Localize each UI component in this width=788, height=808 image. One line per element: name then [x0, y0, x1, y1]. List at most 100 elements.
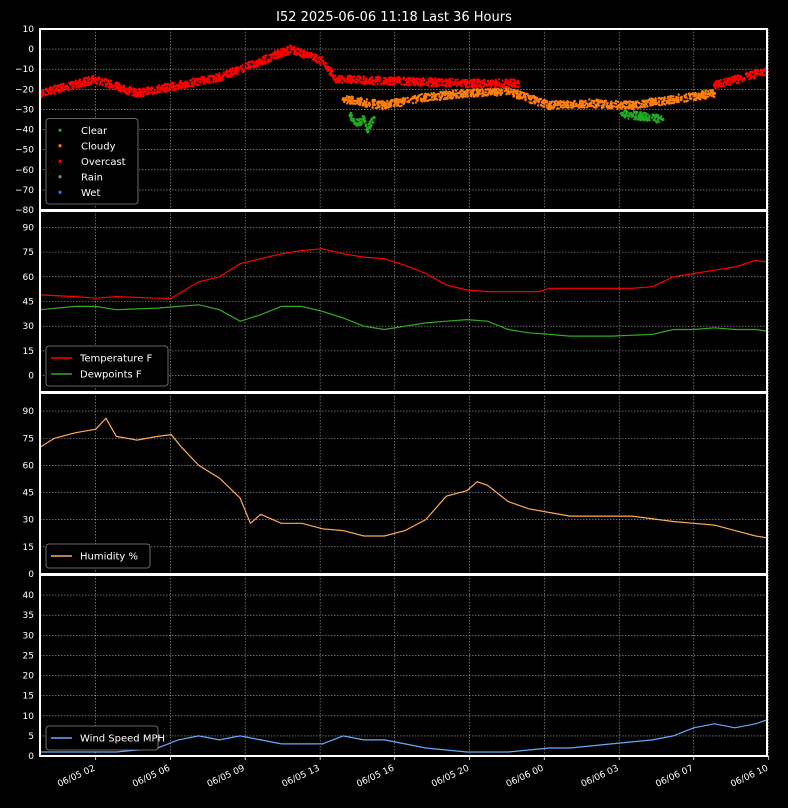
- scatter-point: [200, 76, 204, 79]
- scatter-point: [620, 107, 623, 110]
- scatter-point: [618, 105, 622, 109]
- scatter-point: [402, 83, 406, 86]
- legend-marker: [58, 190, 62, 194]
- legend: Temperature F Dewpoints F: [45, 345, 169, 387]
- x-tick-label: 06/05 20: [430, 764, 471, 790]
- scatter-point: [490, 83, 493, 87]
- scatter-point: [338, 74, 341, 78]
- x-tick-label: 06/06 07: [654, 764, 695, 790]
- scatter-point: [507, 79, 510, 82]
- scatter-point: [472, 95, 476, 99]
- scatter-point: [430, 77, 434, 80]
- scatter-point: [491, 80, 495, 84]
- scatter-point: [459, 90, 462, 93]
- scatter-point: [430, 84, 433, 88]
- scatter-point: [455, 84, 459, 87]
- scatter-point: [171, 85, 175, 88]
- scatter-point: [606, 102, 609, 105]
- scatter-point: [565, 104, 569, 108]
- scatter-point: [651, 113, 654, 116]
- scatter-point: [258, 58, 261, 61]
- scatter-point: [167, 89, 170, 92]
- scatter-point: [150, 91, 153, 94]
- scatter-point: [394, 101, 397, 104]
- scatter-point: [464, 78, 467, 82]
- scatter-point: [407, 81, 411, 85]
- scatter-point: [512, 95, 515, 98]
- scatter-point: [641, 99, 645, 103]
- scatter-point: [356, 75, 360, 78]
- scatter-point: [470, 89, 473, 92]
- scatter-point: [569, 103, 573, 107]
- legend-box: [45, 725, 159, 751]
- scatter-point: [550, 100, 554, 103]
- scatter-point: [202, 82, 206, 85]
- scatter-point: [328, 72, 331, 75]
- scatter-point: [375, 78, 378, 81]
- scatter-point: [45, 93, 48, 96]
- scatter-point: [644, 114, 647, 117]
- scatter-point: [307, 55, 310, 58]
- scatter-point: [648, 97, 652, 101]
- legend-label: Temperature F: [79, 354, 153, 365]
- scatter-point: [216, 74, 219, 77]
- scatter-point: [487, 81, 490, 84]
- scatter-point: [429, 98, 433, 101]
- scatter-point: [628, 100, 632, 103]
- panel-temps: 90 75 60 45 30 15 0 Temperature F Dewpoints F: [23, 210, 770, 393]
- scatter-point: [144, 90, 147, 93]
- scatter-point: [333, 78, 336, 82]
- scatter-point: [707, 95, 710, 98]
- scatter-point: [575, 104, 579, 108]
- scatter-point: [82, 78, 85, 81]
- scatter-point: [652, 118, 655, 122]
- scatter-point: [475, 84, 479, 88]
- scatter-point: [442, 84, 445, 87]
- scatter-point: [320, 59, 325, 63]
- scatter-point: [90, 79, 94, 82]
- scatter-point: [138, 90, 141, 93]
- scatter-point: [150, 86, 153, 89]
- scatter-point: [759, 73, 762, 77]
- scatter-point: [230, 75, 233, 78]
- scatter-point: [249, 64, 252, 68]
- scatter-point: [616, 100, 620, 104]
- scatter-point: [559, 105, 563, 109]
- scatter-point: [415, 98, 418, 101]
- scatter-point: [699, 93, 703, 96]
- scatter-point: [364, 79, 368, 82]
- scatter-point: [354, 102, 357, 106]
- scatter-point: [65, 87, 68, 91]
- scatter-point: [632, 107, 635, 111]
- y-tick-label: 15: [23, 347, 34, 357]
- scatter-point: [142, 94, 145, 97]
- scatter-point: [191, 77, 194, 80]
- scatter-point: [445, 79, 448, 83]
- scatter-point: [454, 78, 457, 82]
- scatter-point: [345, 77, 348, 81]
- scatter-point: [607, 104, 611, 108]
- scatter-point: [178, 81, 181, 84]
- scatter-point: [74, 83, 78, 86]
- scatter-point: [657, 120, 660, 124]
- scatter-point: [133, 88, 136, 91]
- scatter-point: [90, 76, 94, 79]
- scatter-point: [189, 79, 193, 82]
- scatter-point: [428, 98, 431, 102]
- scatter-point: [660, 115, 663, 118]
- scatter-point: [630, 115, 633, 119]
- scatter-point: [481, 95, 484, 98]
- scatter-point: [141, 87, 145, 90]
- scatter-point: [236, 68, 239, 72]
- scatter-point: [652, 99, 656, 102]
- scatter-point: [282, 52, 285, 55]
- scatter-point: [624, 112, 628, 116]
- scatter-point: [621, 104, 625, 108]
- scatter-point: [342, 97, 345, 100]
- scatter-point: [379, 76, 382, 80]
- scatter-point: [127, 90, 131, 93]
- scatter-point: [364, 103, 368, 107]
- scatter-point: [684, 94, 687, 97]
- scatter-point: [189, 84, 193, 88]
- scatter-point: [611, 104, 614, 108]
